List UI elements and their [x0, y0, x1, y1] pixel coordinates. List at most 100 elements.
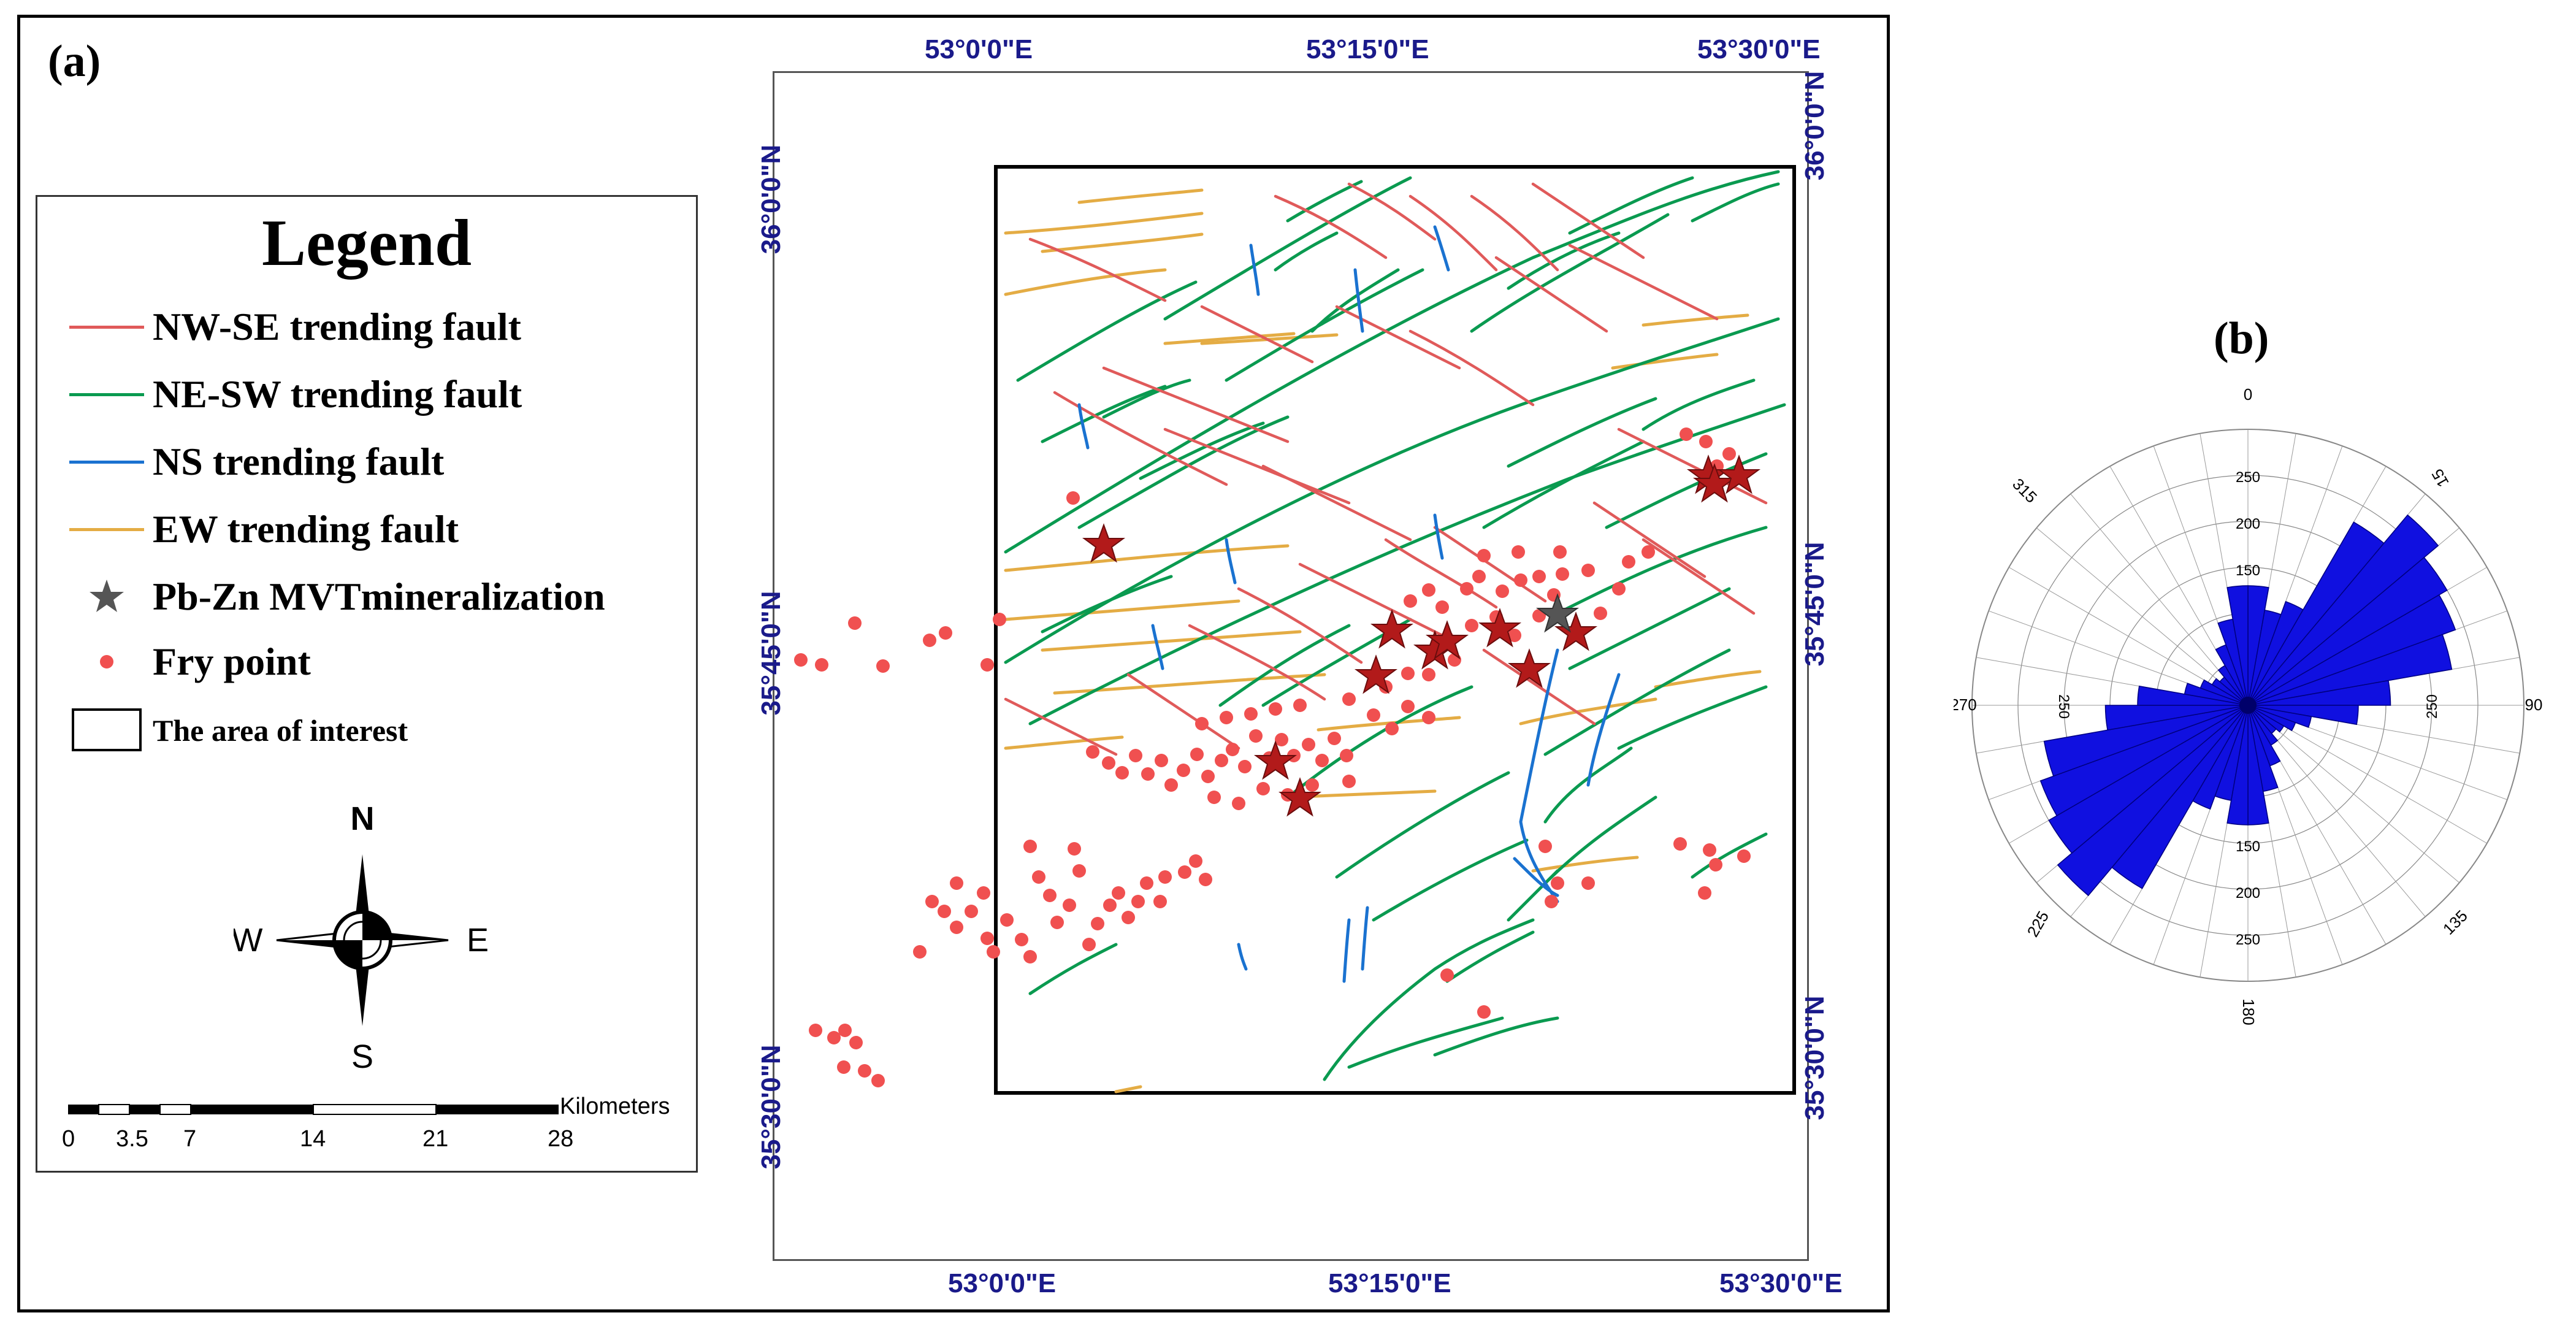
fry-point	[1422, 711, 1435, 724]
compass-w: W	[234, 922, 263, 959]
fry-point	[809, 1024, 822, 1037]
legend-line-nw-se	[69, 326, 144, 329]
rose-petal	[2039, 705, 2249, 817]
fry-point	[993, 613, 1006, 626]
scale-bar	[68, 1104, 559, 1115]
fry-point	[1023, 840, 1037, 853]
fry-point	[1000, 913, 1014, 927]
fry-point	[1737, 849, 1751, 863]
fry-point	[1129, 749, 1142, 762]
north-arrow-icon: N S E W	[234, 804, 489, 1074]
fry-point	[1315, 754, 1329, 767]
mineralization-star	[1507, 648, 1551, 688]
compass-e: E	[467, 922, 489, 959]
legend-box: Legend NW-SE trending fault NE-SW trendi…	[36, 195, 698, 1173]
fry-point	[1342, 692, 1356, 706]
fry-point	[1189, 854, 1202, 868]
mineralization-star-gray	[1535, 593, 1580, 633]
fry-point	[913, 945, 927, 959]
legend-label: NW-SE trending fault	[153, 305, 521, 348]
scale-tick: 28	[548, 1126, 574, 1152]
fry-point	[1722, 447, 1736, 461]
fry-point	[848, 616, 862, 630]
fry-point	[923, 634, 936, 647]
fry-point	[1072, 864, 1086, 878]
fry-point	[871, 1074, 885, 1087]
fry-point	[1401, 667, 1415, 680]
fry-point	[1594, 607, 1607, 620]
coord-bottom: 53°15'0"E	[1328, 1268, 1451, 1298]
coord-top: 53°30'0"E	[1697, 34, 1821, 64]
fry-point	[1698, 886, 1711, 900]
rose-angle-label: 0	[2244, 386, 2252, 404]
fry-point	[1440, 968, 1454, 982]
legend-item-nw-se: NW-SE trending fault	[61, 296, 521, 358]
fry-point	[1512, 545, 1525, 559]
fry-point	[1551, 876, 1564, 890]
box-icon	[72, 708, 142, 751]
rose-radial-label: 250	[2424, 694, 2440, 719]
rose-angle-label: 15	[2428, 465, 2452, 490]
rose-petal	[2247, 680, 2391, 706]
fry-point	[1673, 837, 1687, 851]
fry-point	[1342, 775, 1356, 788]
scale-tick: 7	[183, 1126, 197, 1152]
fry-point	[1514, 573, 1527, 587]
fry-point	[1140, 876, 1153, 890]
fry-point	[1141, 767, 1155, 781]
coord-top: 53°0'0"E	[925, 34, 1033, 64]
legend-label: NS trending fault	[153, 440, 445, 483]
scale-tick: 21	[422, 1126, 449, 1152]
fry-point	[1155, 754, 1168, 767]
fry-point	[1622, 555, 1635, 569]
rose-petal	[2247, 514, 2439, 706]
fry-point	[1015, 933, 1028, 946]
fry-point	[1256, 782, 1270, 795]
area-of-interest-box	[994, 165, 1796, 1095]
fry-point	[1177, 764, 1190, 777]
rose-bins	[2039, 514, 2456, 897]
scale-tick: 0	[62, 1126, 75, 1152]
fry-point	[827, 1031, 841, 1044]
rose-petal	[2200, 679, 2249, 706]
rose-petal	[2104, 705, 2249, 731]
fry-point	[1556, 567, 1569, 581]
fry-point	[1328, 732, 1341, 745]
fry-point	[1112, 886, 1125, 900]
legend-line-ne-sw	[69, 393, 144, 396]
fry-point	[1244, 707, 1258, 721]
fry-point	[1422, 668, 1435, 681]
fry-point	[1703, 843, 1716, 857]
legend-label: Pb-Zn MVTmineralization	[153, 575, 605, 618]
mineralization-star	[1692, 463, 1737, 503]
fry-point	[1581, 564, 1595, 577]
fry-point	[1401, 700, 1415, 713]
fry-point	[1269, 702, 1282, 716]
fry-point	[1532, 570, 1546, 583]
legend-line-ns	[69, 461, 144, 464]
fry-point	[987, 945, 1000, 959]
legend-label: Fry point	[153, 640, 311, 683]
star-icon	[90, 580, 124, 612]
fry-point	[1496, 584, 1509, 598]
legend-item-ew: EW trending fault	[61, 499, 459, 560]
fry-point	[1293, 699, 1307, 712]
fry-point	[1158, 870, 1172, 884]
fry-point	[1023, 950, 1037, 963]
rose-petal	[2043, 705, 2249, 777]
fry-point	[1404, 594, 1417, 608]
rose-angle-label: 315	[2009, 475, 2041, 507]
fry-point	[980, 932, 994, 945]
ns-faults	[1077, 225, 1621, 983]
legend-label: NE-SW trending fault	[153, 372, 522, 416]
fry-point	[1178, 865, 1191, 879]
coord-top: 53°15'0"E	[1306, 34, 1429, 64]
fry-point	[1066, 491, 1080, 505]
fry-point	[938, 905, 951, 918]
rose-radial-label: 250	[2236, 469, 2260, 486]
mineralization-star	[1478, 608, 1522, 648]
mineralization-star	[1425, 620, 1469, 660]
fry-point	[1232, 797, 1245, 810]
legend-item-ns: NS trending fault	[61, 431, 444, 492]
